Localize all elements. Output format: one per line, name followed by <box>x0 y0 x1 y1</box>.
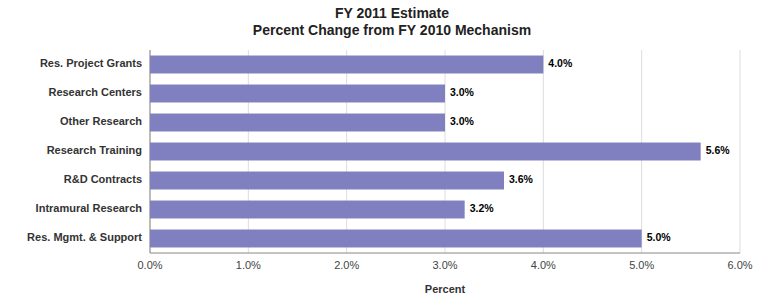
data-label: 5.0% <box>647 231 672 243</box>
data-label: 5.6% <box>706 144 731 156</box>
bar <box>150 230 642 248</box>
tick-label: 6.0% <box>727 259 752 271</box>
tick-label: 0.0% <box>137 259 162 271</box>
axis-label: Percent <box>425 283 466 295</box>
tick-label: 5.0% <box>629 259 654 271</box>
tick-label: 1.0% <box>236 259 261 271</box>
x-axis <box>150 253 740 254</box>
grid-line <box>740 50 741 253</box>
tick-label: 2.0% <box>334 259 359 271</box>
tick-label: 4.0% <box>531 259 556 271</box>
bar <box>150 56 543 74</box>
bar <box>150 201 465 219</box>
category-label: Res. Mgmt. & Support <box>27 231 142 243</box>
data-label: 3.0% <box>450 115 475 127</box>
category-label: Research Training <box>47 144 142 156</box>
chart: FY 2011 EstimatePercent Change from FY 2… <box>0 0 784 305</box>
data-label: 4.0% <box>548 57 573 69</box>
category-label: Intramural Research <box>36 202 143 214</box>
category-label: R&D Contracts <box>64 173 142 185</box>
data-label: 3.2% <box>470 202 495 214</box>
data-label: 3.6% <box>509 173 534 185</box>
data-label: 3.0% <box>450 86 475 98</box>
bar <box>150 85 445 103</box>
bar <box>150 143 701 161</box>
bar <box>150 172 504 190</box>
grid <box>150 50 740 253</box>
category-label: Res. Project Grants <box>40 57 142 69</box>
bars <box>150 56 701 248</box>
title: FY 2011 EstimatePercent Change from FY 2… <box>253 5 531 38</box>
category-label: Research Centers <box>48 86 142 98</box>
category-label: Other Research <box>60 115 142 127</box>
tick-label: 3.0% <box>432 259 457 271</box>
bar <box>150 114 445 132</box>
